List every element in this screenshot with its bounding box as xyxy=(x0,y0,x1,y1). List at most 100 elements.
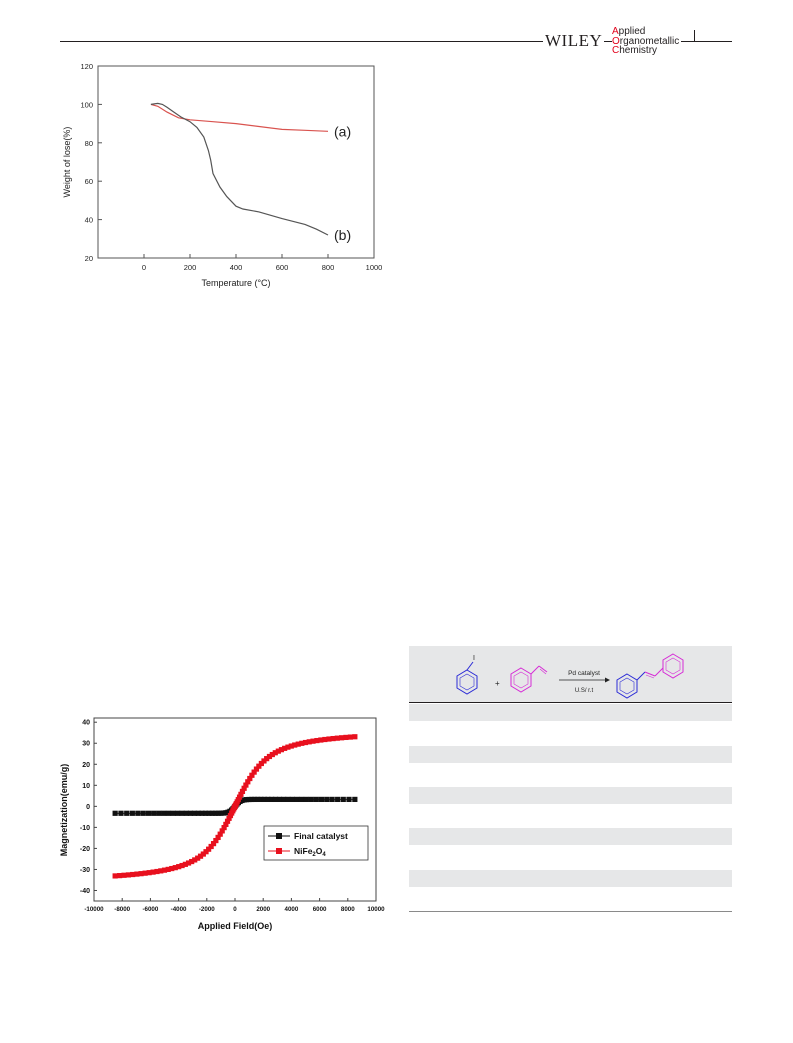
catalyst-label: Pd catalyst xyxy=(568,670,600,677)
reaction-arrowhead xyxy=(605,677,610,683)
tga-x-tick-label: 200 xyxy=(184,263,197,272)
table-stripe-row xyxy=(409,746,732,763)
mag-point-nife2o4 xyxy=(219,828,225,834)
journal-name: Applied Organometallic Chemistry xyxy=(612,26,682,56)
mag-point-nife2o4 xyxy=(112,873,118,879)
tga-x-tick-label: 400 xyxy=(230,263,243,272)
tga-y-tick-label: 120 xyxy=(80,62,93,71)
table-stripe-row xyxy=(409,787,732,804)
mag-point-nife2o4 xyxy=(146,870,152,876)
mag-point-nife2o4 xyxy=(256,763,262,769)
mag-point-final-catalyst xyxy=(112,810,118,816)
mag-point-nife2o4 xyxy=(179,862,185,869)
mag-point-nife2o4 xyxy=(343,734,349,741)
tga-y-tick-label: 60 xyxy=(85,177,93,186)
tga-x-tick-label: 800 xyxy=(322,263,335,272)
mag-x-tick-label: -10000 xyxy=(84,906,104,913)
mag-point-nife2o4 xyxy=(282,745,288,751)
mag-y-tick-label: 10 xyxy=(82,783,90,790)
mag-point-final-catalyst xyxy=(165,810,172,816)
mag-point-final-catalyst xyxy=(191,810,198,816)
mag-point-nife2o4 xyxy=(247,775,253,782)
mag-point-final-catalyst xyxy=(303,796,309,803)
legend-marker-nife2o4 xyxy=(276,848,282,854)
legend-label-final-catalyst: Final catalyst xyxy=(294,831,348,841)
mag-point-nife2o4 xyxy=(195,855,201,861)
scheme-header-rule xyxy=(409,702,732,703)
mag-point-nife2o4 xyxy=(322,736,328,743)
mag-point-nife2o4 xyxy=(239,788,246,795)
tga-series-a xyxy=(150,103,329,132)
mag-point-final-catalyst xyxy=(209,810,215,816)
mag-point-final-catalyst xyxy=(272,796,279,803)
mag-point-final-catalyst xyxy=(212,810,218,816)
iodine-label: I xyxy=(473,655,475,662)
mag-point-final-catalyst xyxy=(352,796,358,803)
mag-point-nife2o4 xyxy=(185,860,192,866)
mag-point-final-catalyst xyxy=(281,796,287,803)
mag-x-tick-label: -8000 xyxy=(114,906,130,913)
mag-point-nife2o4 xyxy=(238,791,244,797)
legend-marker-final-catalyst xyxy=(276,833,282,839)
mag-point-nife2o4 xyxy=(169,865,175,872)
mag-point-final-catalyst xyxy=(298,796,305,803)
mag-point-nife2o4 xyxy=(339,735,345,741)
mag-point-nife2o4 xyxy=(253,766,260,772)
mag-point-final-catalyst xyxy=(276,796,283,803)
mag-point-final-catalyst xyxy=(289,796,295,803)
tga-x-tick-label: 600 xyxy=(276,263,289,272)
table-stripe-row xyxy=(409,870,732,887)
mag-point-nife2o4 xyxy=(117,873,123,879)
mag-point-nife2o4 xyxy=(249,772,255,778)
mag-point-nife2o4 xyxy=(261,758,267,764)
tga-series-label-a: (a) xyxy=(334,123,351,139)
mag-point-final-catalyst xyxy=(161,810,167,816)
mag-y-tick-label: 0 xyxy=(86,804,90,811)
styrene-structure xyxy=(510,665,548,693)
mag-y-label: Magnetization(emu/g) xyxy=(59,764,69,857)
mag-point-nife2o4 xyxy=(318,737,324,743)
mag-point-final-catalyst xyxy=(294,796,300,803)
mag-point-nife2o4 xyxy=(347,734,353,740)
plus-sign: + xyxy=(495,679,500,688)
mag-point-nife2o4 xyxy=(302,739,309,746)
journal-line-1: pplied xyxy=(618,26,646,37)
conditions-label: U.S/ r.t xyxy=(575,688,594,694)
mag-point-nife2o4 xyxy=(266,753,273,760)
mag-point-final-catalyst xyxy=(329,796,335,803)
tga-lines: (a) (b) xyxy=(150,102,351,243)
mag-x-tick-label: 6000 xyxy=(313,906,327,913)
mag-point-nife2o4 xyxy=(134,871,140,877)
mag-x-tick-label: -4000 xyxy=(171,906,187,913)
mag-point-nife2o4 xyxy=(330,735,336,742)
wiley-logo: WILEY xyxy=(543,31,605,50)
mag-point-final-catalyst xyxy=(129,810,135,816)
mag-point-final-catalyst xyxy=(324,796,330,803)
mag-y-tick-label: 40 xyxy=(82,720,90,727)
mag-point-final-catalyst xyxy=(252,796,258,803)
mag-point-nife2o4 xyxy=(172,865,178,871)
mag-point-final-catalyst xyxy=(206,810,212,816)
mag-y-tick-label: -40 xyxy=(80,888,90,895)
mag-point-nife2o4 xyxy=(154,868,160,875)
mag-point-nife2o4 xyxy=(176,864,182,870)
journal-line-3: hemistry xyxy=(619,45,658,56)
mag-point-nife2o4 xyxy=(130,871,136,878)
mag-point-final-catalyst xyxy=(124,810,130,816)
stilbene-left-ring xyxy=(616,671,646,699)
mag-point-final-catalyst xyxy=(258,796,264,803)
reaction-scheme: I + Pd catalyst U.S/ r.t xyxy=(456,653,684,699)
journal-line-1-initial: A xyxy=(612,26,619,37)
mag-point-final-catalyst xyxy=(183,810,189,816)
tga-x-label: Temperature (°C) xyxy=(201,278,270,288)
mag-point-final-catalyst xyxy=(249,796,255,803)
mag-x-tick-label: 0 xyxy=(233,906,237,913)
mag-point-nife2o4 xyxy=(224,818,231,824)
header-rule xyxy=(60,41,732,42)
mag-point-final-catalyst xyxy=(313,796,319,803)
mag-point-final-catalyst xyxy=(246,796,252,803)
tga-x-tick-label: 1000 xyxy=(366,263,383,272)
mag-x-label: Applied Field(Oe) xyxy=(198,921,273,931)
mag-point-final-catalyst xyxy=(203,810,209,816)
mag-point-nife2o4 xyxy=(243,782,249,788)
